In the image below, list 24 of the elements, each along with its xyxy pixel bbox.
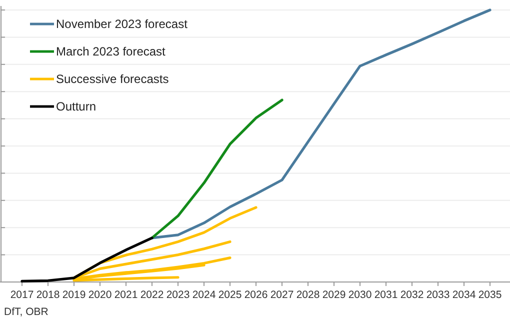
x-tick-label: 2028 (296, 289, 320, 301)
x-tick-label: 2018 (36, 289, 60, 301)
x-tick-label: 2035 (478, 289, 502, 301)
x-tick-label: 2020 (88, 289, 112, 301)
x-tick-label: 2022 (140, 289, 164, 301)
x-tick-label: 2029 (322, 289, 346, 301)
x-tick-label: 2031 (374, 289, 398, 301)
x-tick-label: 2021 (114, 289, 138, 301)
x-tick-label: 2033 (426, 289, 450, 301)
text: DfT, OBR (4, 306, 49, 318)
legend-label: November 2023 forecast (56, 17, 188, 31)
legend-label: Outturn (56, 100, 96, 114)
x-tick-label: 2027 (270, 289, 294, 301)
x-tick-label: 2024 (192, 289, 216, 301)
x-tick-label: 2017 (10, 289, 34, 301)
x-tick-label: 2023 (166, 289, 190, 301)
x-tick-label: 2025 (218, 289, 242, 301)
legend-label: March 2023 forecast (56, 44, 166, 58)
x-tick-label: 2030 (348, 289, 372, 301)
x-tick-label: 2032 (400, 289, 424, 301)
legend-label: Successive forecasts (56, 72, 169, 86)
x-tick-label: 2034 (452, 289, 476, 301)
x-tick-label: 2026 (244, 289, 268, 301)
x-tick-label: 2019 (62, 289, 86, 301)
